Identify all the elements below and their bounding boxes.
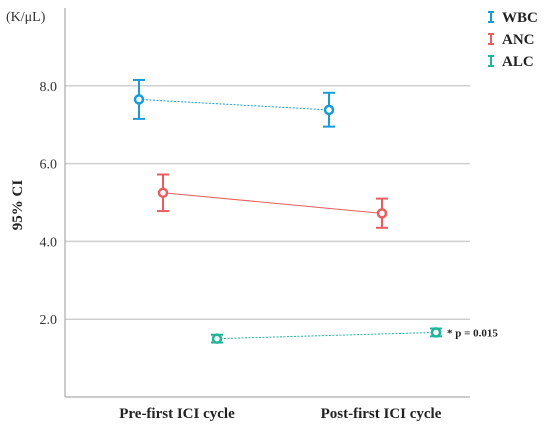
series-line [138, 98, 330, 111]
legend-item-wbc: WBC [488, 10, 538, 26]
gridlines [65, 85, 470, 320]
y-tick-label: 4.0 [40, 235, 58, 250]
significance-annotation: * p = 0.015 [447, 327, 498, 339]
x-category-labels: Pre-first ICI cycle Post-first ICI cycle [119, 406, 441, 422]
x-category-label: Post-first ICI cycle [321, 406, 442, 422]
legend-item-alc: ALC [488, 54, 534, 70]
data-point [133, 94, 145, 105]
data-point [430, 327, 442, 338]
series-alc [211, 327, 442, 344]
data-point [376, 208, 388, 219]
y-tick-label: 8.0 [40, 80, 58, 95]
y-tick-label: 6.0 [40, 158, 58, 173]
series-anc [157, 173, 388, 229]
data-point [211, 333, 223, 344]
y-tick-label: 2.0 [40, 313, 58, 328]
data-point [323, 104, 335, 116]
legend-label: WBC [502, 10, 538, 26]
legend-label: ALC [502, 54, 534, 70]
legend-item-anc: ANC [488, 32, 535, 48]
series-group [133, 78, 442, 344]
legend: WBC ANC ALC [488, 10, 538, 70]
series-line [216, 331, 437, 340]
y-unit-label: (K/μL) [6, 10, 46, 25]
y-tick-labels: 2.0 4.0 6.0 8.0 [40, 80, 58, 328]
data-point [157, 187, 169, 199]
legend-label: ANC [502, 32, 535, 48]
series-wbc [133, 78, 335, 128]
series-line [162, 192, 383, 214]
y-axis-label: 95% CI [10, 180, 26, 231]
x-category-label: Pre-first ICI cycle [119, 406, 235, 422]
